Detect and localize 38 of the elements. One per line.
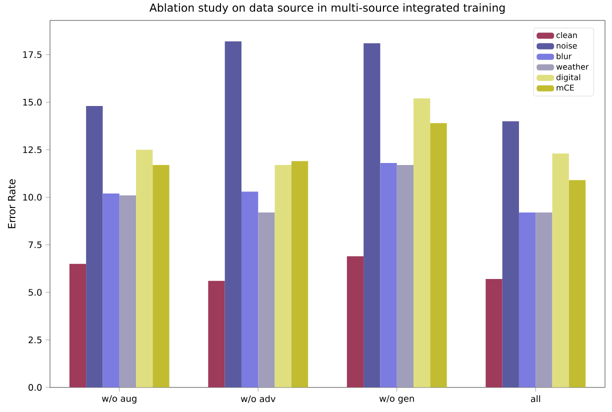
bar — [486, 278, 502, 388]
bar — [136, 150, 153, 388]
bar — [430, 122, 447, 388]
x-tick-label: w/o gen — [379, 394, 414, 404]
bar — [414, 98, 430, 388]
bar — [518, 212, 536, 388]
chart-title: Ablation study on data source in multi-source integrated training — [149, 3, 505, 14]
bar — [102, 193, 120, 388]
y-tick-label: 7.5 — [28, 241, 42, 248]
y-tick-label: 5.0 — [28, 288, 42, 296]
bar — [396, 164, 414, 388]
y-axis-title: Error Rate — [8, 179, 16, 228]
bar — [241, 191, 258, 388]
bar — [258, 212, 275, 388]
bar — [274, 164, 292, 388]
bar — [152, 164, 170, 388]
bar — [119, 195, 136, 388]
bar — [224, 41, 242, 388]
x-tick-label: w/o adv — [240, 394, 276, 403]
bar — [380, 162, 397, 388]
bar — [502, 121, 519, 388]
bar — [536, 212, 552, 388]
bar — [69, 264, 86, 388]
bar — [86, 106, 103, 388]
bar — [568, 180, 586, 388]
y-tick-label: 12.5 — [23, 146, 42, 153]
y-tick-label: 0.0 — [28, 384, 42, 391]
bar — [364, 43, 380, 388]
x-tick-label: w/o aug — [102, 394, 136, 404]
y-tick-label: 2.5 — [28, 336, 42, 344]
bar — [291, 160, 308, 388]
y-tick-label: 17.5 — [23, 51, 42, 58]
bar — [208, 280, 225, 388]
bar — [346, 256, 364, 388]
y-tick-label: 10.0 — [23, 194, 42, 200]
bar — [552, 153, 569, 388]
x-tick-label: all — [530, 394, 540, 402]
y-tick-label: 15.0 — [23, 98, 42, 106]
